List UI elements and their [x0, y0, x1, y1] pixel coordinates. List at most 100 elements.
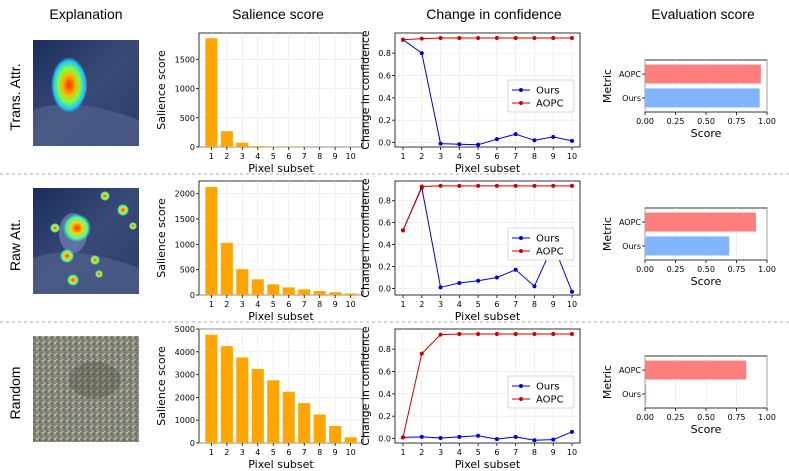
x-tick-label: 3 [240, 300, 245, 309]
y-tick-label: 0.6 [378, 367, 391, 376]
series-point [513, 267, 518, 272]
series-point [494, 275, 499, 280]
x-tick-label: 7 [513, 300, 518, 309]
y-tick-label: AOPC [619, 366, 641, 375]
explanation-image [33, 336, 139, 442]
x-tick-label: 6 [494, 300, 499, 309]
x-tick-label: 8 [532, 448, 537, 457]
series-point [513, 434, 518, 439]
legend-marker [519, 88, 523, 92]
header-explanation: Explanation [49, 6, 122, 22]
y-tick-label: 1500 [175, 55, 195, 64]
x-tick-label: 0.50 [697, 413, 715, 422]
y-axis-label: Metric [601, 217, 614, 251]
y-tick-label: 3000 [175, 371, 195, 380]
x-tick-label: 4 [457, 152, 462, 161]
legend-label: AOPC [536, 247, 564, 258]
y-tick-label: 0.8 [378, 197, 391, 206]
y-tick-label: 500 [180, 266, 195, 275]
x-axis-label: Pixel subset [248, 162, 314, 175]
y-tick-label: 500 [180, 114, 195, 123]
heat-spot [67, 274, 79, 286]
x-tick-label: 0.75 [728, 265, 746, 274]
y-tick-label: 0.4 [378, 241, 391, 250]
x-tick-label: 5 [271, 152, 276, 161]
x-tick-label: 8 [317, 152, 322, 161]
x-tick-label: 9 [333, 300, 338, 309]
y-tick-label: 2000 [175, 393, 195, 402]
bar [267, 380, 280, 443]
x-tick-label: 5 [476, 448, 481, 457]
y-tick-label: 0.2 [378, 116, 391, 125]
series-point [494, 332, 499, 337]
heat-spot [60, 249, 74, 263]
legend-label: Ours [536, 382, 560, 393]
x-tick-label: 6 [494, 152, 499, 161]
y-axis-label: Change in confidence [359, 30, 372, 150]
y-tick-label: 1000 [175, 240, 195, 249]
x-tick-label: 5 [476, 152, 481, 161]
y-tick-label: 4000 [175, 348, 195, 357]
confidence-chart: 0.0 0.2 0.4 0.6 0.8 1 2 3 4 5 6 7 8 9 10 Ours AOPC Pixel … [359, 30, 581, 175]
x-tick-label: 7 [302, 448, 307, 457]
series-point [494, 137, 499, 142]
x-tick-label: 9 [551, 448, 556, 457]
evaluation-chart: 0.00 0.25 0.50 0.75 1.00 AOPC Ours Score Metric [601, 59, 776, 140]
y-axis-label: Salience score [155, 50, 168, 130]
x-tick-label: 0.25 [667, 413, 685, 422]
x-tick-label: 6 [286, 448, 291, 457]
row-label: Random [7, 367, 23, 420]
bar [236, 357, 249, 443]
legend-label: AOPC [536, 99, 564, 110]
bird-silhouette [69, 362, 121, 398]
x-axis-label: Pixel subset [248, 458, 314, 471]
x-tick-label: 9 [551, 152, 556, 161]
x-axis-label: Score [691, 275, 722, 288]
series-point [438, 36, 443, 41]
x-tick-label: 7 [302, 152, 307, 161]
series-point [551, 36, 556, 41]
salience-chart: 0 500 1000 1500 2000 1 2 3 4 5 6 7 8 9 10 Pixel subset S… [155, 180, 364, 323]
x-tick-label: 8 [532, 152, 537, 161]
x-axis-label: Pixel subset [455, 310, 521, 323]
series-point [551, 134, 556, 139]
x-tick-label: 7 [513, 448, 518, 457]
confidence-chart: 0.0 0.2 0.4 0.6 0.8 1 2 3 4 5 6 7 8 9 10 Ours AOPC Pixel … [359, 326, 581, 471]
series-point [532, 183, 537, 188]
bar [236, 269, 249, 295]
series-point [419, 184, 424, 189]
y-tick-label: 0.8 [378, 345, 391, 354]
x-tick-label: 0.25 [667, 117, 685, 126]
salience-chart: 0 500 1000 1500 1 2 3 4 5 6 7 8 9 10 Pixel subset Salie… [155, 32, 364, 175]
heat-spot [129, 222, 137, 230]
bar [205, 38, 218, 148]
x-tick-label: 10 [567, 300, 577, 309]
series-point [476, 278, 481, 283]
heat-spot [100, 191, 110, 201]
y-axis-label: Metric [601, 365, 614, 399]
series-point [457, 36, 462, 41]
x-tick-label: 6 [286, 300, 291, 309]
y-axis-label: Metric [601, 69, 614, 103]
bar [282, 391, 295, 443]
bar [220, 346, 233, 443]
bar [344, 293, 357, 295]
x-tick-label: 10 [567, 448, 577, 457]
series-point [401, 435, 405, 440]
legend-marker [519, 101, 523, 105]
series-line-ours [402, 185, 573, 292]
series-point [513, 132, 518, 137]
series-point [570, 183, 574, 188]
y-tick-label: Ours [622, 94, 641, 103]
x-tick-label: 2 [419, 152, 424, 161]
x-tick-label: 7 [513, 152, 518, 161]
series-point [457, 332, 462, 337]
x-tick-label: 0.75 [728, 117, 746, 126]
x-tick-label: 10 [567, 152, 577, 161]
legend-box [507, 227, 575, 261]
bar [329, 292, 342, 295]
y-tick-label: 0.4 [378, 94, 391, 103]
x-tick-label: 5 [271, 300, 276, 309]
